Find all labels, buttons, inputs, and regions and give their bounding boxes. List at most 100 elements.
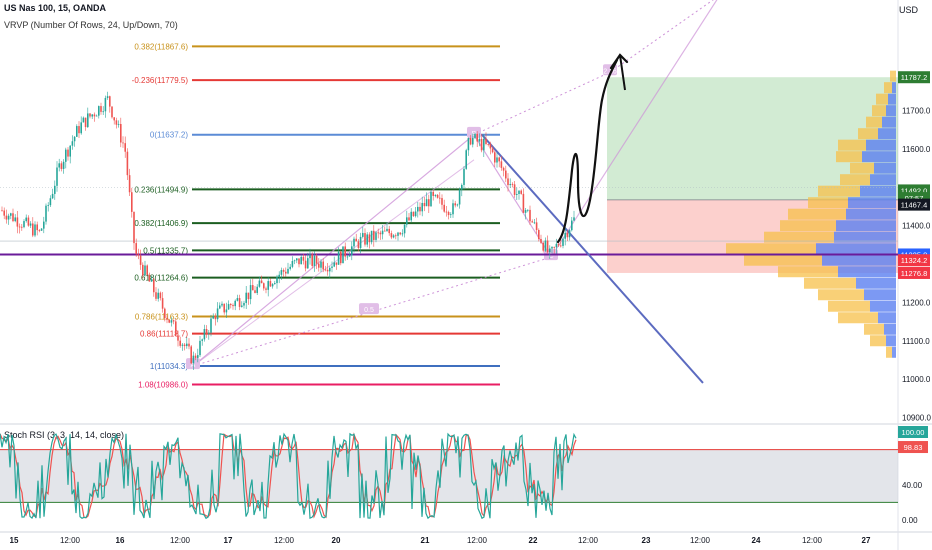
candle-body (14, 217, 16, 222)
candle-body (168, 319, 170, 323)
candle-body (122, 142, 124, 144)
candle-body (87, 113, 89, 128)
fib-level-label: 1(11034.3) (150, 362, 188, 371)
candle-body (181, 344, 184, 346)
currency-label: USD (898, 5, 918, 15)
candle-body (397, 232, 399, 236)
candle-body (419, 206, 421, 212)
volume-bar-up (888, 93, 896, 105)
candle-body (366, 234, 368, 245)
harmonic-ac-dotted (192, 256, 552, 367)
candle-body (546, 240, 549, 253)
candle-body (91, 114, 93, 117)
candle-body (300, 256, 302, 265)
candle-body (566, 232, 569, 238)
price-badge-box (898, 266, 930, 279)
candle-body (502, 167, 505, 171)
time-tick: 22 (529, 536, 538, 545)
candle-body (483, 138, 485, 151)
volume-bar-up (846, 208, 896, 220)
candle-body (216, 308, 219, 320)
volume-bar-down (870, 335, 886, 347)
fib-level-label: 0.382(11867.6) (134, 42, 188, 51)
candle-body (142, 264, 144, 276)
candle-body (476, 133, 478, 142)
candle-body (170, 320, 173, 323)
candle-body (454, 203, 456, 206)
candle-body (430, 191, 432, 207)
volume-bar-down (872, 105, 886, 117)
candle-body (463, 168, 465, 185)
candle-body (159, 292, 162, 299)
volume-bar-up (870, 300, 896, 312)
candle-body (342, 246, 344, 264)
candle-body (131, 192, 133, 212)
candle-body (322, 261, 324, 270)
candle-body (392, 235, 395, 238)
candle-body (399, 232, 401, 235)
volume-bar-down (850, 162, 874, 174)
candle-body (214, 315, 217, 320)
candle-body (423, 202, 426, 207)
candle-body (241, 305, 243, 307)
candle-body (1, 210, 3, 212)
candle-body (212, 315, 214, 319)
stoch-rsi-label[interactable]: Stoch RSI (3, 3, 14, 14, close) (4, 430, 125, 440)
candle-body (29, 223, 32, 226)
candle-body (219, 305, 221, 309)
candle-body (544, 240, 547, 251)
candle-body (494, 152, 496, 163)
candle-body (221, 303, 223, 306)
candle-body (269, 281, 272, 287)
candle-body (71, 141, 74, 146)
candle-body (362, 233, 364, 237)
candle-body (553, 246, 555, 248)
price-tick: 11000.0 (902, 375, 931, 384)
candle-body (335, 262, 338, 265)
candle-body (309, 254, 311, 259)
candle-body (564, 232, 566, 239)
candle-body (128, 175, 131, 193)
candle-body (465, 150, 467, 169)
volume-bar-down (890, 70, 896, 82)
volume-bar-up (892, 82, 896, 94)
stoch-tick: 40.00 (902, 481, 923, 490)
candle-body (106, 96, 109, 98)
pattern-point-text: C (548, 253, 553, 260)
stoch-band (0, 449, 898, 503)
candle-body (505, 170, 507, 179)
candle-body (69, 145, 71, 157)
candle-body (115, 120, 118, 125)
candle-body (144, 265, 146, 276)
volume-bar-down (780, 220, 836, 232)
candle-body (95, 115, 98, 117)
price-badge-text: 11467.4 (901, 201, 928, 210)
candle-body (436, 194, 439, 198)
candle-body (34, 224, 36, 236)
candle-body (276, 277, 278, 284)
candle-body (49, 198, 52, 206)
candle-body (293, 260, 296, 262)
candle-body (16, 217, 19, 227)
candle-body (89, 113, 91, 117)
volume-bar-up (816, 243, 896, 255)
candle-body (351, 246, 353, 256)
candle-body (551, 246, 553, 249)
candle-body (263, 283, 265, 289)
candle-body (491, 148, 494, 153)
candle-body (320, 261, 322, 268)
trendline (481, 134, 704, 384)
candle-body (461, 184, 463, 190)
volume-bar-down (804, 277, 856, 289)
candle-body (256, 286, 258, 293)
candle-body (60, 163, 63, 169)
candle-body (133, 211, 135, 244)
price-badge-text: 11324.2 (901, 256, 928, 265)
candle-body (252, 285, 254, 291)
volume-bar-down (886, 346, 892, 358)
price-badge: 11467.4 (898, 198, 930, 211)
candle-body (359, 236, 362, 248)
price-badge-box (898, 198, 930, 211)
candle-body (469, 138, 472, 145)
